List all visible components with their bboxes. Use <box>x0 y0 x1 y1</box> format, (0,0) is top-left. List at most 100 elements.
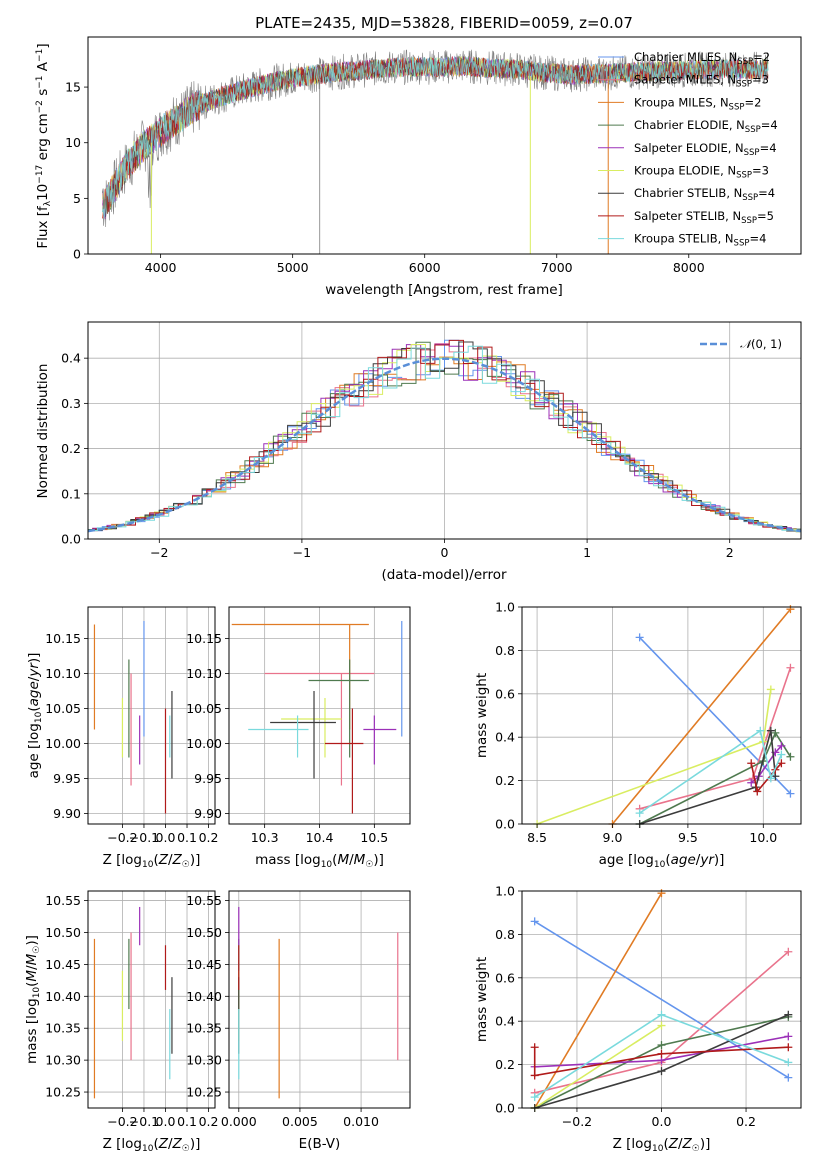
spectrum-series <box>102 49 769 254</box>
spectrum-xlabel: wavelength [Angstrom, rest frame] <box>325 282 563 298</box>
x-tick-label: −0.2 <box>107 1114 137 1129</box>
weight-marker <box>784 1032 793 1041</box>
weight-marker <box>753 787 762 796</box>
legend-label: Chabrier STELIB, NSSP=4 <box>634 186 775 203</box>
y-tick-label: 10.15 <box>45 631 81 646</box>
y-tick-label: 10.35 <box>186 1021 222 1036</box>
y-tick-label: 10.40 <box>45 989 81 1004</box>
p3-ylabel: age [log10(age/yr)] <box>26 653 44 779</box>
x-tick-label: −0.2 <box>107 830 137 845</box>
z-vs-weight-panel: −0.2 0.0 0.2 0.0 0.2 0.4 0.6 0.8 1.0 Z [log10(Z/Z… <box>474 884 802 1154</box>
x-tick-label: 0.2 <box>736 1114 756 1129</box>
y-tick-label: 0.3 <box>61 396 81 411</box>
weight-marker <box>657 889 666 898</box>
weight-line <box>750 762 782 794</box>
y-tick-label: 10.30 <box>45 1053 81 1068</box>
z-vs-age-panel: −0.2−0.10.0 0.1 0.2 9.90 9.95 10.00 10.05 10.10… <box>26 606 219 870</box>
axes-frame <box>87 890 216 1109</box>
weight-marker <box>784 1073 793 1082</box>
weight-marker <box>530 1043 539 1052</box>
y-tick-label: 10.15 <box>186 631 222 646</box>
ebv-vs-mass-panel: 0.000 0.005 0.010 10.25 10.30 10.35 10.40 10.45… <box>186 890 411 1152</box>
x-tick-label: 0.2 <box>199 830 219 845</box>
weight-marker <box>530 917 539 926</box>
x-tick-label: 0.2 <box>199 1114 219 1129</box>
spectrum-legend: Chabrier MILES, NSSP=2 Salpeter MILES, NS… <box>598 50 778 249</box>
weight-line <box>611 608 792 825</box>
legend-label: Chabrier ELODIE, NSSP=4 <box>634 118 778 135</box>
weight-marker <box>747 759 756 768</box>
y-tick-label: 10.10 <box>186 666 222 681</box>
x-tick-label: 9.5 <box>678 830 698 845</box>
y-tick-label: 0.0 <box>61 532 81 547</box>
histogram-legend: 𝒩(0, 1) <box>700 337 782 351</box>
axes-frame <box>521 606 802 825</box>
y-tick-label: 0.0 <box>495 1101 515 1116</box>
p6-xlabel: Z [log10(Z/Z☉)] <box>103 1136 201 1154</box>
weight-marker <box>657 1067 666 1076</box>
p5-ylabel: mass weight <box>474 673 490 758</box>
y-tick-label: 0.8 <box>495 927 515 942</box>
y-tick-label: 10.00 <box>45 736 81 751</box>
spectrum-panel: PLATE=2435, MJD=53828, FIBERID=0059, z=0… <box>35 14 802 298</box>
weight-marker <box>635 633 644 642</box>
histogram-ticks: −2 −1 0 1 2 0.0 0.1 0.2 0.3 0.4 <box>61 351 734 560</box>
p8-ylabel: mass weight <box>474 957 490 1042</box>
y-tick-label: 10.55 <box>45 893 81 908</box>
y-tick-label: 9.90 <box>53 806 81 821</box>
legend-label: Kroupa MILES, NSSP=2 <box>634 95 761 112</box>
x-tick-label: 0 <box>441 545 449 560</box>
y-tick-label: 0 <box>73 247 81 262</box>
y-tick-label: 0.1 <box>61 486 81 501</box>
y-tick-label: 0.6 <box>495 970 515 985</box>
spectrum-title: PLATE=2435, MJD=53828, FIBERID=0059, z=0… <box>255 14 633 32</box>
x-tick-label: 2 <box>726 545 734 560</box>
y-tick-label: 0.4 <box>61 351 81 366</box>
x-tick-label: 10.0 <box>749 830 777 845</box>
x-tick-label: 10.4 <box>306 830 334 845</box>
y-tick-label: 5 <box>73 191 81 206</box>
legend-label: Salpeter MILES, NSSP=3 <box>634 73 769 90</box>
age-vs-weight-panel: 8.5 9.0 9.5 10.0 0.0 0.2 0.4 0.6 0.8 1.0 age [log1… <box>474 600 802 870</box>
weight-marker <box>766 685 775 694</box>
y-tick-label: 10.05 <box>45 701 81 716</box>
normal-curve <box>88 357 801 533</box>
histogram-step <box>88 339 801 532</box>
y-tick-label: 9.90 <box>194 806 222 821</box>
p7-xlabel: E(B-V) <box>299 1136 341 1152</box>
weight-marker <box>635 809 644 818</box>
weight-marker <box>784 947 793 956</box>
histogram-lines <box>88 339 801 534</box>
x-tick-label: −1 <box>293 545 311 560</box>
spectrum-lines <box>102 49 769 254</box>
x-tick-label: 10.5 <box>360 830 388 845</box>
x-tick-label: 0.000 <box>221 1114 257 1129</box>
weight-line <box>534 1024 662 1109</box>
axes-frame <box>87 606 216 825</box>
spectrum-ylabel: Flux [fλ10−17 erg cm−2 s−1 A−1] <box>35 43 53 248</box>
y-tick-label: 0.4 <box>495 1014 515 1029</box>
weight-marker <box>777 750 786 759</box>
x-tick-label: 0.010 <box>343 1114 379 1129</box>
legend-label: Kroupa STELIB, NSSP=4 <box>634 232 766 249</box>
y-tick-label: 10 <box>65 135 81 150</box>
weight-marker <box>786 789 795 798</box>
weight-marker <box>766 726 775 735</box>
weight-marker <box>747 778 756 787</box>
y-tick-label: 10.50 <box>45 925 81 940</box>
y-tick-label: 15 <box>65 80 81 95</box>
y-tick-label: 0.2 <box>495 773 515 788</box>
x-tick-label: 0.005 <box>282 1114 318 1129</box>
x-tick-label: −0.1 <box>129 830 159 845</box>
y-tick-label: 10.10 <box>45 666 81 681</box>
x-tick-label: 7000 <box>541 260 573 275</box>
y-tick-label: 0.2 <box>495 1057 515 1072</box>
spectrum-line <box>102 56 769 218</box>
legend-label: Salpeter ELODIE, NSSP=4 <box>634 141 777 158</box>
y-tick-label: 10.35 <box>45 1021 81 1036</box>
y-tick-label: 10.25 <box>186 1085 222 1100</box>
x-tick-label: −0.2 <box>562 1114 592 1129</box>
weight-line <box>639 730 777 825</box>
histogram-series <box>88 339 801 534</box>
